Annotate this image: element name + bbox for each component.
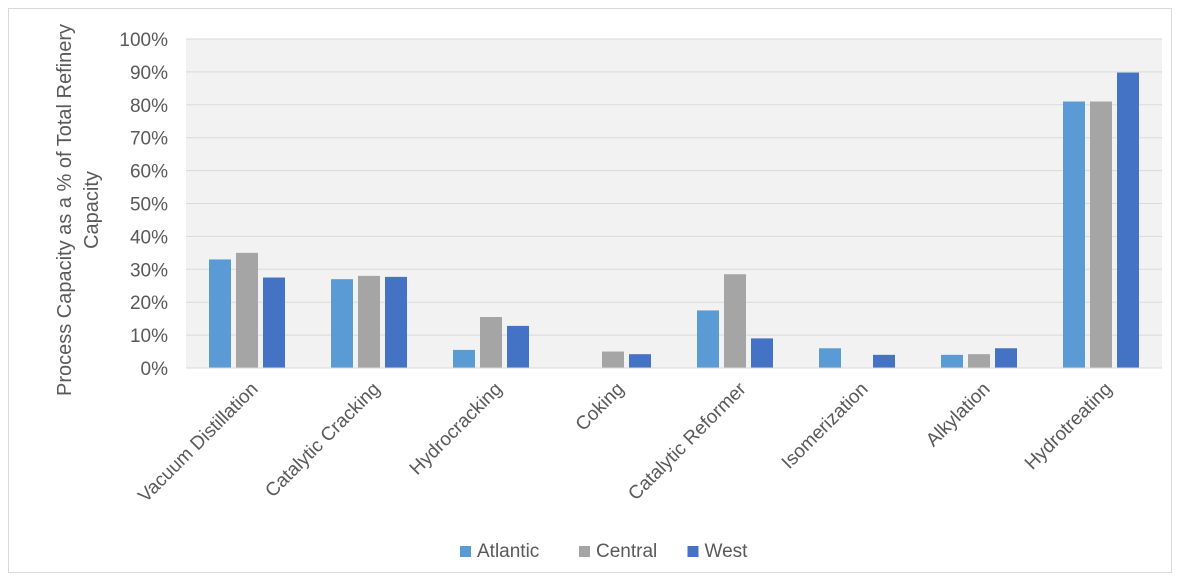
x-tick-label: Isomerization bbox=[778, 379, 873, 474]
bar-atlantic-hydrotreating bbox=[1063, 101, 1085, 368]
bars bbox=[209, 72, 1139, 369]
bar-west-alkylation bbox=[995, 348, 1017, 368]
y-tick-label: 90% bbox=[130, 63, 168, 84]
y-tick-label: 70% bbox=[130, 129, 168, 150]
legend-swatch-central bbox=[579, 546, 590, 557]
y-tick-label: 0% bbox=[141, 359, 169, 380]
bar-west-hydrocracking bbox=[507, 325, 529, 368]
y-tick-label: 40% bbox=[130, 227, 168, 248]
bar-atlantic-alkylation bbox=[941, 354, 963, 368]
x-tick-label: Catalytic Cracking bbox=[261, 379, 384, 502]
bar-atlantic-catalytic-reformer bbox=[697, 310, 719, 368]
x-tick-label: Alkylation bbox=[922, 379, 994, 451]
legend: Atlantic Central West bbox=[460, 541, 748, 562]
legend-swatch-west bbox=[687, 546, 699, 557]
y-axis-title-line-1: Process Capacity as a % of Total Refiner… bbox=[54, 24, 76, 396]
y-tick-label: 30% bbox=[130, 260, 168, 281]
y-axis-title: Process Capacity as a % of Total Refiner… bbox=[54, 24, 103, 396]
bar-central-vacuum-distillation bbox=[236, 252, 258, 368]
bar-west-catalytic-cracking bbox=[385, 276, 407, 368]
x-tick-label: Vacuum Distillation bbox=[134, 379, 262, 507]
chart-frame bbox=[8, 8, 1172, 573]
bar-west-hydrotreating bbox=[1117, 72, 1139, 369]
y-tick-label: 10% bbox=[130, 326, 168, 347]
legend-label-west: West bbox=[705, 541, 749, 562]
x-tick-label: Hydrocracking bbox=[406, 379, 507, 480]
bar-central-catalytic-reformer bbox=[724, 274, 746, 368]
bar-central-catalytic-cracking bbox=[358, 275, 380, 368]
legend-label-central: Central bbox=[596, 541, 657, 562]
legend-label-atlantic: Atlantic bbox=[477, 541, 539, 562]
bar-atlantic-vacuum-distillation bbox=[209, 259, 231, 368]
x-tick-label: Catalytic Reformer bbox=[624, 378, 751, 505]
y-tick-label: 100% bbox=[119, 30, 168, 51]
bar-central-coking bbox=[602, 351, 624, 368]
bar-west-isomerization bbox=[873, 354, 895, 368]
bar-atlantic-hydrocracking bbox=[453, 349, 475, 368]
y-tick-label: 50% bbox=[130, 195, 168, 216]
legend-swatch-atlantic bbox=[460, 546, 471, 557]
x-tick-label: Hydrotreating bbox=[1021, 379, 1117, 475]
bar-west-catalytic-reformer bbox=[751, 338, 773, 368]
bar-central-alkylation bbox=[968, 354, 990, 368]
x-tick-label: Coking bbox=[572, 379, 629, 436]
bar-central-hydrocracking bbox=[480, 317, 502, 368]
bar-west-coking bbox=[629, 354, 651, 368]
bar-west-vacuum-distillation bbox=[263, 277, 285, 368]
y-tick-label: 60% bbox=[130, 162, 168, 183]
y-tick-label: 20% bbox=[130, 293, 168, 314]
bar-atlantic-catalytic-cracking bbox=[331, 279, 353, 368]
bar-atlantic-isomerization bbox=[819, 348, 841, 368]
y-axis-ticks: 0% 10% 20% 30% 40% 50% 60% 70% 80% 90% 100% bbox=[119, 30, 168, 380]
y-tick-label: 80% bbox=[130, 96, 168, 117]
y-axis-title-line-2: Capacity bbox=[81, 171, 103, 249]
bar-central-hydrotreating bbox=[1090, 101, 1112, 368]
